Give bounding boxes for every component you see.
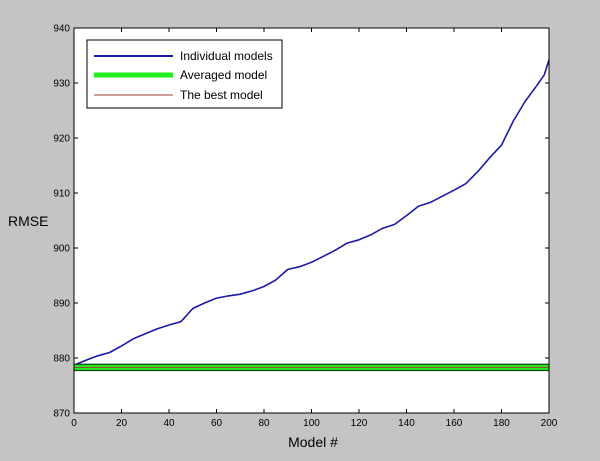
legend-label-averaged-model: Averaged model <box>180 68 267 82</box>
x-tick-label: 80 <box>258 418 270 429</box>
y-tick-label: 870 <box>53 409 70 420</box>
y-tick-label: 920 <box>53 134 70 145</box>
y-tick-label: 880 <box>53 354 70 365</box>
x-tick-label: 60 <box>211 418 223 429</box>
x-tick-label: 200 <box>541 418 558 429</box>
x-tick-label: 160 <box>446 418 463 429</box>
y-tick-label: 890 <box>53 299 70 310</box>
legend-label-best-model: The best model <box>180 88 263 102</box>
ticks-layer: 0 20 40 60 80 100 120 140 160 180 200 870 880 890 900 9… <box>53 24 557 430</box>
y-tick-label: 910 <box>53 189 70 200</box>
x-tick-label: 40 <box>163 418 175 429</box>
series-layer <box>74 59 550 372</box>
y-tick-label: 900 <box>53 244 70 255</box>
x-axis-label: Model # <box>288 434 338 450</box>
x-tick-label: 0 <box>71 418 77 429</box>
legend-label-individual-models: Individual models <box>180 49 273 63</box>
series-individual-models <box>76 59 550 365</box>
x-tick-label: 20 <box>116 418 128 429</box>
y-axis-label: RMSE <box>8 213 48 229</box>
y-tick-label: 930 <box>53 79 70 90</box>
x-tick-label: 120 <box>351 418 368 429</box>
x-tick-label: 180 <box>493 418 510 429</box>
x-tick-label: 140 <box>398 418 415 429</box>
legend: Individual models Averaged model The bes… <box>86 39 283 109</box>
y-tick-label: 940 <box>53 24 70 35</box>
x-tick-label: 100 <box>303 418 320 429</box>
